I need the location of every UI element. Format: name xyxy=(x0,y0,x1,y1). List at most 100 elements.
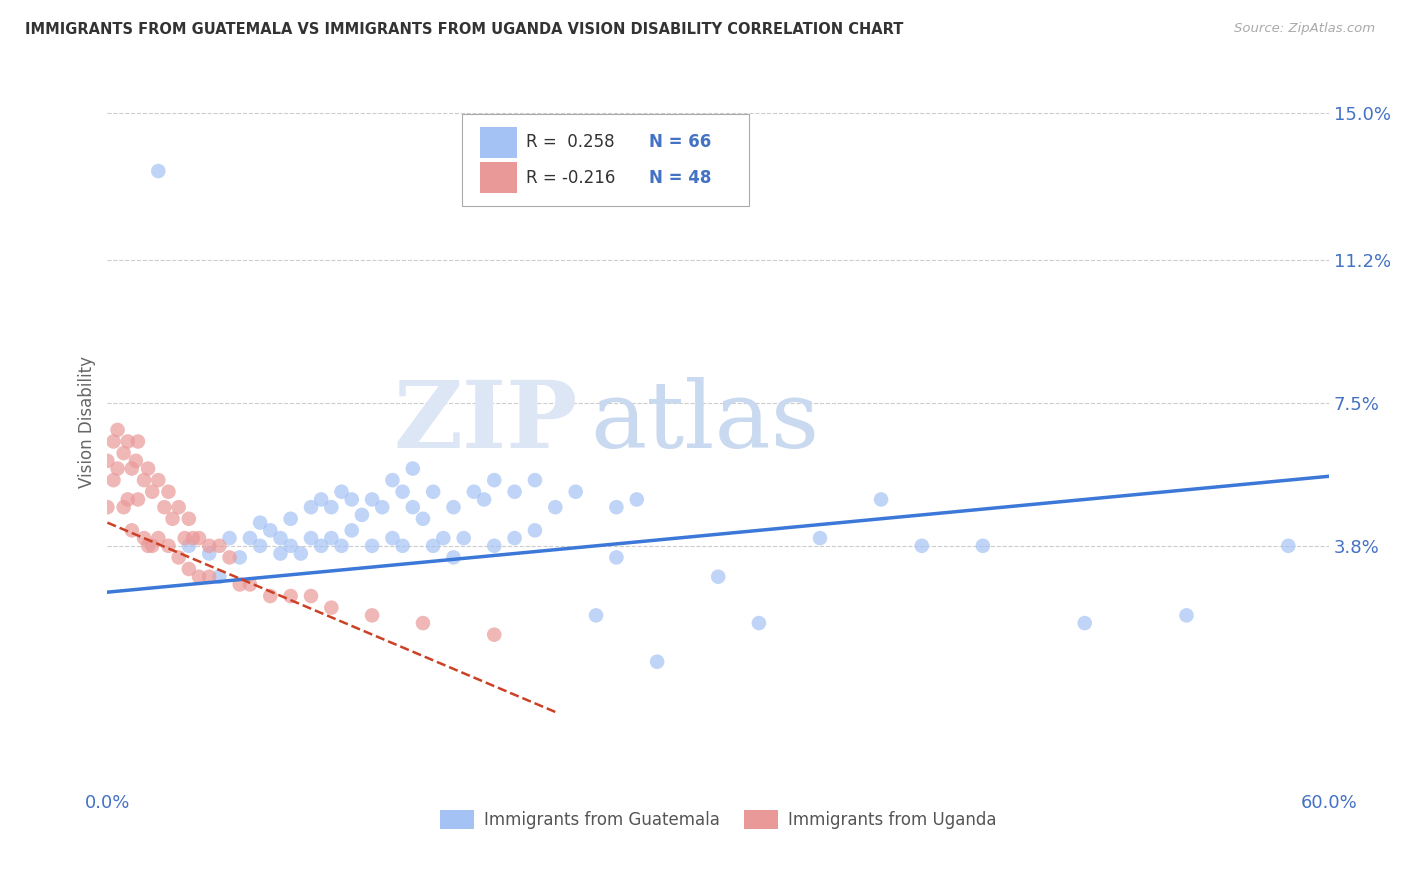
Point xyxy=(299,500,322,515)
Point xyxy=(107,461,129,475)
Point xyxy=(177,539,200,553)
Point xyxy=(299,589,322,603)
Point xyxy=(321,600,343,615)
Text: atlas: atlas xyxy=(591,377,820,467)
Point xyxy=(127,492,149,507)
Point xyxy=(422,484,444,499)
Point xyxy=(198,547,221,561)
Point xyxy=(361,492,384,507)
Point xyxy=(121,524,143,538)
Point xyxy=(173,531,195,545)
Point xyxy=(259,524,281,538)
Point xyxy=(361,608,384,623)
Point xyxy=(229,577,252,591)
Point xyxy=(177,562,200,576)
Point xyxy=(177,512,200,526)
Point xyxy=(117,492,139,507)
Point xyxy=(544,500,567,515)
Point xyxy=(432,531,454,545)
Point xyxy=(605,500,627,515)
Legend: Immigrants from Guatemala, Immigrants from Uganda: Immigrants from Guatemala, Immigrants fr… xyxy=(433,804,1002,836)
Point xyxy=(484,473,506,487)
Point xyxy=(198,570,221,584)
Point xyxy=(523,524,546,538)
Point xyxy=(280,512,302,526)
Point xyxy=(412,512,434,526)
Point xyxy=(321,531,343,545)
Point xyxy=(181,531,204,545)
Point xyxy=(412,616,434,631)
Point xyxy=(391,539,413,553)
Point xyxy=(167,550,190,565)
Point xyxy=(157,539,180,553)
Point xyxy=(280,539,302,553)
Y-axis label: Vision Disability: Vision Disability xyxy=(79,356,96,488)
Point xyxy=(443,500,465,515)
Point xyxy=(361,539,384,553)
Point xyxy=(208,539,231,553)
Point xyxy=(1073,616,1095,631)
Text: ZIP: ZIP xyxy=(394,377,578,467)
Point xyxy=(112,446,135,460)
Point xyxy=(121,461,143,475)
Point xyxy=(117,434,139,449)
Point xyxy=(259,589,281,603)
Point xyxy=(198,539,221,553)
Point xyxy=(330,539,353,553)
Point xyxy=(229,550,252,565)
Point xyxy=(564,484,586,499)
Point xyxy=(1175,608,1198,623)
Point xyxy=(218,550,240,565)
Point xyxy=(453,531,475,545)
Point xyxy=(136,539,159,553)
Point xyxy=(103,473,125,487)
Point xyxy=(127,434,149,449)
Point xyxy=(132,531,155,545)
Point xyxy=(503,531,526,545)
Bar xyxy=(479,127,516,158)
Point xyxy=(391,484,413,499)
Text: IMMIGRANTS FROM GUATEMALA VS IMMIGRANTS FROM UGANDA VISION DISABILITY CORRELATIO: IMMIGRANTS FROM GUATEMALA VS IMMIGRANTS … xyxy=(25,22,904,37)
Point xyxy=(103,434,125,449)
Point xyxy=(443,550,465,565)
Point xyxy=(239,531,262,545)
Point xyxy=(107,423,129,437)
Point xyxy=(381,473,404,487)
Point xyxy=(112,500,135,515)
Point xyxy=(269,531,291,545)
Point xyxy=(330,484,353,499)
Point xyxy=(188,570,211,584)
Point xyxy=(585,608,607,623)
Point xyxy=(523,473,546,487)
Point xyxy=(911,539,934,553)
Point xyxy=(402,461,425,475)
Text: R =  0.258: R = 0.258 xyxy=(526,134,614,152)
Point xyxy=(141,484,163,499)
Point xyxy=(503,484,526,499)
Point xyxy=(626,492,648,507)
Point xyxy=(136,461,159,475)
Point xyxy=(402,500,425,515)
Point xyxy=(371,500,394,515)
Point xyxy=(340,492,363,507)
Point xyxy=(96,500,118,515)
Point xyxy=(299,531,322,545)
Point xyxy=(280,589,302,603)
Bar xyxy=(479,162,516,194)
Point xyxy=(249,516,271,530)
Point xyxy=(870,492,893,507)
Point xyxy=(132,473,155,487)
Point xyxy=(463,484,485,499)
Point xyxy=(484,628,506,642)
Text: N = 48: N = 48 xyxy=(648,169,711,186)
Point xyxy=(269,547,291,561)
Point xyxy=(422,539,444,553)
Text: R = -0.216: R = -0.216 xyxy=(526,169,616,186)
FancyBboxPatch shape xyxy=(461,114,749,206)
Point xyxy=(96,454,118,468)
Point xyxy=(484,539,506,553)
Point xyxy=(218,531,240,545)
Point xyxy=(340,524,363,538)
Point xyxy=(148,473,170,487)
Point xyxy=(153,500,176,515)
